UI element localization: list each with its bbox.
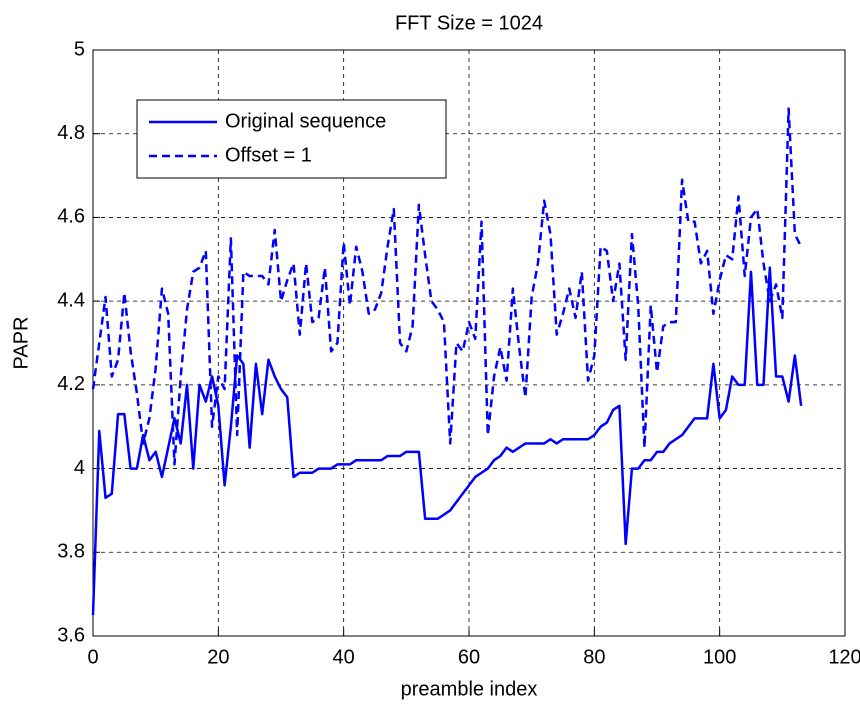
x-tick-label: 40 xyxy=(333,646,355,668)
y-tick-label: 3.6 xyxy=(57,624,85,646)
series-line xyxy=(91,107,803,466)
legend-label: Offset = 1 xyxy=(225,144,312,166)
y-tick-label: 4.2 xyxy=(57,373,85,395)
y-tick-label: 4.4 xyxy=(57,289,85,311)
x-tick-label: 80 xyxy=(583,646,605,668)
y-tick-label: 3.8 xyxy=(57,541,85,563)
x-tick-label: 120 xyxy=(828,646,860,668)
series-line xyxy=(91,266,803,616)
chart-title: FFT Size = 1024 xyxy=(395,12,543,34)
x-tick-label: 0 xyxy=(87,646,98,668)
y-tick-label: 4.6 xyxy=(57,206,85,228)
x-axis-label: preamble index xyxy=(401,678,538,700)
legend-box xyxy=(136,99,447,179)
y-tick-label: 4.8 xyxy=(57,122,85,144)
plot-frame xyxy=(92,49,846,637)
y-tick-label: 5 xyxy=(74,38,85,60)
x-tick-label: 100 xyxy=(703,646,736,668)
legend-label: Original sequence xyxy=(225,110,386,132)
x-tick-label: 20 xyxy=(207,646,229,668)
x-tick-label: 60 xyxy=(458,646,480,668)
y-tick-label: 4 xyxy=(74,457,85,479)
y-axis-label: PAPR xyxy=(10,317,32,370)
